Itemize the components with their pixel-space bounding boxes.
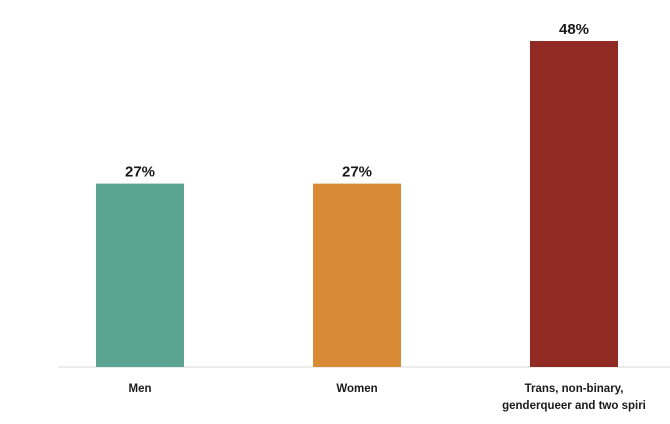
category-label-1: Men xyxy=(129,383,152,395)
bar-1 xyxy=(96,183,184,367)
category-label-3: Trans, non-binary, genderqueer and two sp… xyxy=(502,383,646,412)
bar-value-label-3: 48% xyxy=(559,21,589,38)
category-label-2: Women xyxy=(336,383,377,395)
value-labels-group: 27% 27% 48% xyxy=(125,21,589,181)
category-label-line: Trans, non-binary, xyxy=(525,383,624,395)
category-label-line: Men xyxy=(129,383,152,395)
category-labels-group: Men Women Trans, non-binary, genderqueer an… xyxy=(129,383,646,412)
bar-value-label-1: 27% xyxy=(125,164,155,181)
bar-3 xyxy=(530,41,618,367)
bar-value-label-2: 27% xyxy=(342,164,372,181)
bars-group xyxy=(96,41,618,367)
bar-2 xyxy=(313,183,401,367)
category-label-line: genderqueer and two spiri xyxy=(502,400,646,412)
category-label-line: Women xyxy=(336,383,377,395)
